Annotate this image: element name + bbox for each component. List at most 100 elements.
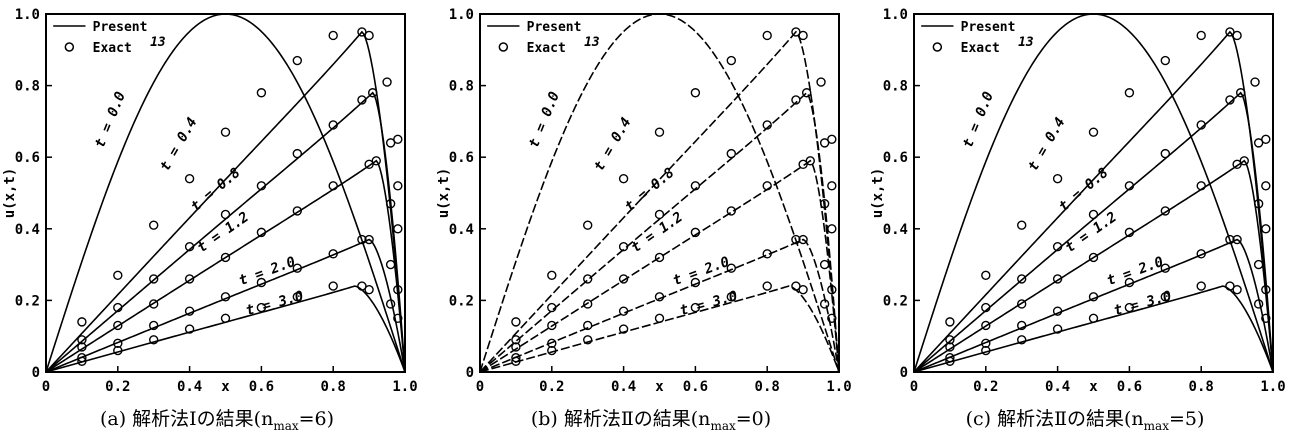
exact-point — [726, 292, 736, 302]
exact-point — [77, 342, 87, 352]
exact-point — [385, 299, 396, 309]
y-tick-label: 1.0 — [15, 7, 40, 23]
x-tick-label: 0 — [476, 379, 484, 395]
exact-point — [1232, 159, 1242, 170]
exact-point — [184, 241, 195, 252]
exact-point — [292, 263, 302, 273]
exact-point — [1160, 55, 1170, 66]
series-line — [479, 30, 840, 373]
exact-point — [791, 95, 801, 105]
exact-point — [762, 120, 772, 130]
exact-point — [148, 320, 159, 331]
exact-point — [113, 345, 123, 356]
exact-point — [184, 274, 195, 284]
x-tick-label: 1.0 — [826, 379, 851, 395]
exact-point — [1235, 88, 1246, 98]
series-line — [45, 159, 406, 373]
exact-point — [726, 263, 736, 273]
legend-exact-ref: 13 — [1018, 35, 1034, 50]
exact-point — [328, 120, 338, 130]
exact-point — [1160, 148, 1170, 159]
panel-caption: (b) 解析法Ⅱの結果(nmax=0) — [434, 404, 868, 433]
exact-point — [1124, 88, 1135, 98]
exact-point — [1239, 156, 1249, 166]
panel-label: (c) — [965, 408, 998, 430]
exact-point — [654, 209, 665, 220]
exact-point — [547, 270, 557, 281]
exact-point — [654, 127, 665, 137]
x-tick-label: 0.2 — [539, 379, 564, 395]
y-tick-label: 0.4 — [449, 222, 474, 238]
plot-frame — [45, 13, 406, 373]
exact-point — [328, 249, 338, 259]
x-tick-label: 0 — [910, 379, 918, 395]
x-tick-label: 0.4 — [177, 379, 202, 395]
exact-point — [547, 345, 557, 356]
panel-label: (a) — [99, 408, 133, 430]
curve-label: t = 0.0 — [960, 90, 997, 151]
exact-point — [382, 77, 392, 87]
exact-point — [113, 320, 123, 331]
panel-label: (b) — [530, 408, 564, 430]
exact-point — [1124, 181, 1135, 191]
exact-point — [148, 220, 159, 230]
exact-point — [582, 320, 593, 331]
exact-point — [981, 270, 991, 281]
exact-point — [726, 55, 736, 66]
exact-point — [805, 156, 815, 166]
exact-point — [618, 274, 629, 284]
x-tick-label: 0.4 — [611, 379, 636, 395]
exact-point — [791, 27, 801, 37]
exact-point — [364, 284, 374, 295]
exact-point — [726, 148, 736, 159]
exact-point — [816, 77, 826, 87]
exact-point — [357, 281, 367, 291]
exact-point — [1160, 206, 1170, 216]
exact-point — [328, 30, 338, 41]
legend-exact-marker — [932, 42, 943, 52]
exact-point — [256, 181, 267, 191]
exact-point — [791, 234, 801, 245]
exact-point — [1261, 284, 1271, 295]
exact-point — [1253, 259, 1264, 270]
exact-point — [1088, 252, 1099, 263]
exact-point — [1016, 299, 1027, 309]
curve-label: t = 0.8 — [188, 165, 243, 215]
y-tick-label: 1.0 — [883, 7, 908, 23]
exact-point — [1052, 173, 1063, 184]
exact-point — [1261, 181, 1271, 191]
x-tick-label: 0.2 — [105, 379, 130, 395]
curve-label: t = 3.0 — [1112, 288, 1173, 319]
series-line — [479, 13, 840, 373]
exact-point — [582, 274, 593, 284]
exact-point — [1232, 30, 1242, 41]
exact-point — [827, 284, 837, 295]
exact-point — [981, 338, 991, 349]
x-axis-label: x — [1089, 379, 1098, 395]
y-tick-label: 1.0 — [449, 7, 474, 23]
exact-point — [1052, 324, 1063, 334]
exact-point — [292, 292, 302, 302]
exact-point — [1088, 209, 1099, 220]
exact-point — [1160, 292, 1170, 302]
series-line — [479, 238, 840, 373]
x-tick-label: 1.0 — [392, 379, 417, 395]
exact-point — [1225, 27, 1235, 37]
exact-point — [367, 88, 378, 98]
exact-point — [762, 281, 772, 291]
exact-point — [328, 181, 338, 191]
exact-point — [1232, 284, 1242, 295]
exact-point — [220, 127, 231, 137]
curve-label: t = 0.0 — [92, 90, 129, 151]
exact-point — [827, 313, 837, 323]
exact-point — [798, 234, 808, 245]
exact-point — [945, 356, 955, 366]
exact-point — [819, 299, 830, 309]
exact-point — [148, 274, 159, 284]
exact-point — [827, 224, 837, 234]
exact-point — [357, 234, 367, 245]
exact-point — [357, 27, 367, 37]
curve-label: t = 3.0 — [678, 288, 739, 319]
exact-point — [1052, 241, 1063, 252]
chart-panel-b: 0 0.2 0.4 0.6 0.8 1.0 0 0.2 0.4 x 0.6 0.8 1.0 u(x,t) P… — [434, 0, 868, 439]
